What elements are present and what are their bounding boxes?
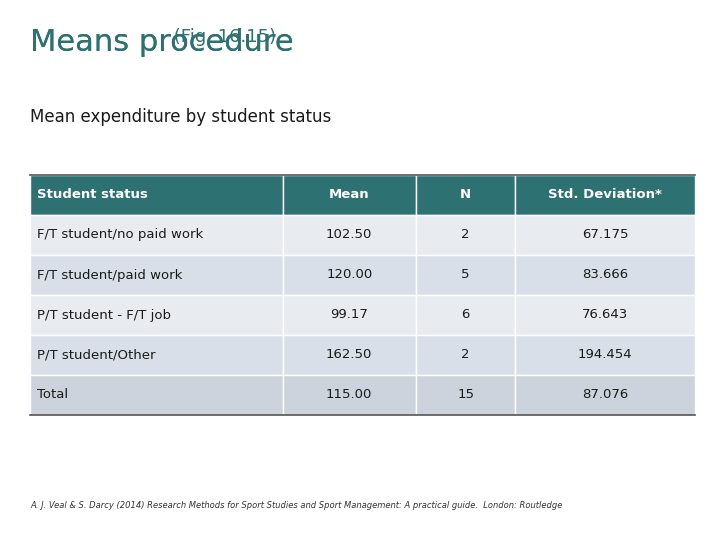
Text: N: N [460,188,471,201]
Text: 2: 2 [462,228,470,241]
Text: 83.666: 83.666 [582,268,629,281]
Text: F/T student/paid work: F/T student/paid work [37,268,183,281]
Text: Total: Total [37,388,68,402]
Text: Std. Deviation*: Std. Deviation* [549,188,662,201]
Text: Mean: Mean [329,188,369,201]
Text: 2: 2 [462,348,470,361]
Text: P/T student/Other: P/T student/Other [37,348,156,361]
Text: 115.00: 115.00 [326,388,372,402]
Text: 194.454: 194.454 [578,348,633,361]
Text: 15: 15 [457,388,474,402]
Text: 120.00: 120.00 [326,268,372,281]
Text: P/T student - F/T job: P/T student - F/T job [37,308,171,321]
Text: 99.17: 99.17 [330,308,368,321]
Text: 162.50: 162.50 [326,348,372,361]
Text: 102.50: 102.50 [326,228,372,241]
Text: 87.076: 87.076 [582,388,629,402]
Text: Means procedure: Means procedure [30,28,294,57]
Text: Mean expenditure by student status: Mean expenditure by student status [30,108,331,126]
Text: (Fig. 16.15): (Fig. 16.15) [168,28,276,46]
Text: 76.643: 76.643 [582,308,629,321]
Text: 67.175: 67.175 [582,228,629,241]
Text: Student status: Student status [37,188,148,201]
Text: 5: 5 [462,268,470,281]
Text: Means procedure (Fig. 16.15): Means procedure (Fig. 16.15) [30,28,477,57]
Text: A. J. Veal & S. Darcy (2014) Research Methods for Sport Studies and Sport Manage: A. J. Veal & S. Darcy (2014) Research Me… [30,501,562,510]
Text: F/T student/no paid work: F/T student/no paid work [37,228,204,241]
Text: Means procedure: Means procedure [30,28,294,57]
Text: 6: 6 [462,308,469,321]
